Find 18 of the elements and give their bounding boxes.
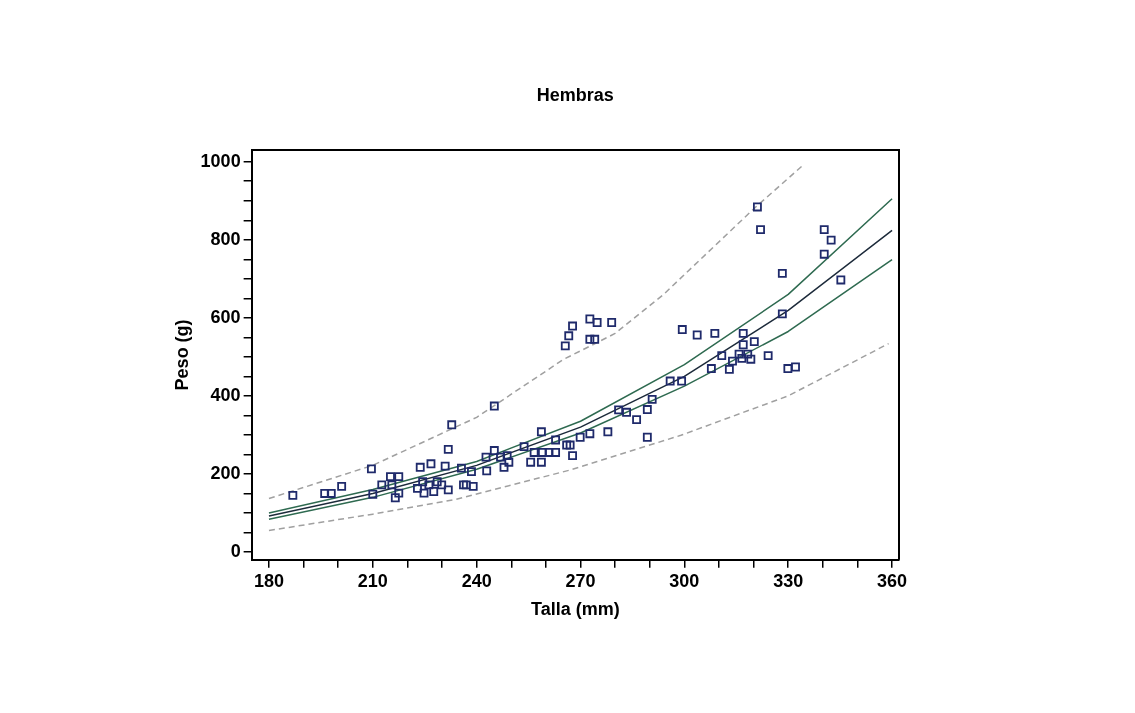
y-tick-label: 1000	[200, 150, 241, 171]
y-tick-label: 0	[230, 540, 241, 561]
x-tick-label: 180	[253, 570, 284, 591]
y-tick-label: 800	[210, 228, 241, 249]
x-tick-label: 360	[877, 570, 908, 591]
x-tick-label: 240	[461, 570, 492, 591]
y-tick-label: 600	[210, 306, 241, 327]
x-axis-title: Talla (mm)	[530, 599, 620, 620]
x-tick-label: 270	[565, 570, 596, 591]
y-tick-label: 200	[210, 462, 241, 483]
line-series	[268, 165, 803, 500]
y-tick-label: 400	[210, 384, 241, 405]
x-tick-label: 210	[357, 570, 388, 591]
x-tick-label: 300	[669, 570, 700, 591]
line-series	[268, 342, 890, 532]
y-axis-title: Peso (g)	[171, 319, 192, 391]
x-tick-label: 330	[773, 570, 804, 591]
chart-title: Hembras	[536, 84, 614, 105]
